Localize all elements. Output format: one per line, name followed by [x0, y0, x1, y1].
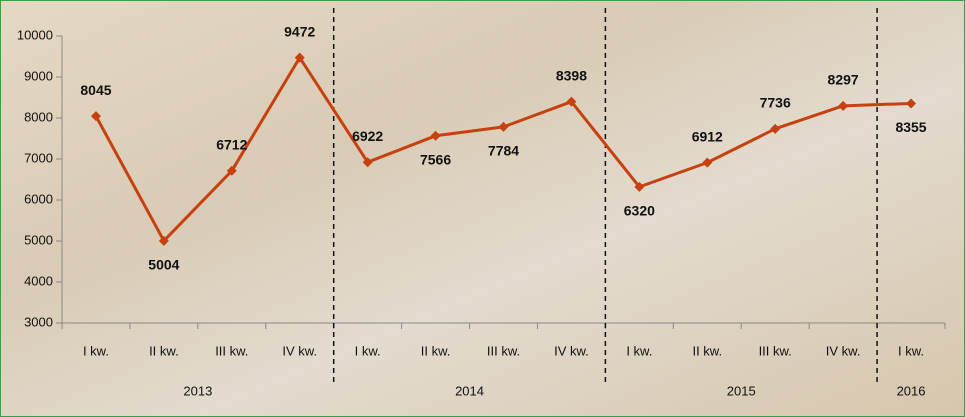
x-tick-label: II kw.: [421, 343, 451, 358]
data-label: 8398: [556, 67, 587, 83]
data-label: 7784: [488, 143, 519, 159]
data-label: 8297: [828, 72, 859, 88]
y-tick-label: 5000: [24, 232, 53, 247]
y-tick-label: 3000: [24, 314, 53, 329]
x-tick-label: I kw.: [898, 343, 924, 358]
y-tick-label: 8000: [24, 109, 53, 124]
x-tick-label: III kw.: [215, 343, 248, 358]
x-tick-label: III kw.: [487, 343, 520, 358]
x-tick-label: I kw.: [83, 343, 109, 358]
chart: 3000 4000 5000 6000 7000 8000 9000 10000 2013 201…: [0, 0, 965, 417]
group-label: 2013: [183, 383, 212, 398]
group-label: 2014: [455, 383, 484, 398]
y-tick-label: 9000: [24, 68, 53, 83]
y-tick-label: 7000: [24, 150, 53, 165]
data-label: 6712: [216, 137, 247, 153]
group-label: 2015: [727, 383, 756, 398]
x-tick-label: IV kw.: [554, 343, 589, 358]
x-tick-label: I kw.: [355, 343, 381, 358]
data-label: 5004: [148, 257, 179, 273]
y-tick-label: 10000: [17, 27, 53, 42]
group-label: 2016: [897, 383, 926, 398]
data-label: 7736: [760, 95, 791, 111]
data-label: 9472: [284, 23, 315, 39]
x-tick-label: I kw.: [626, 343, 652, 358]
x-tick-label: IV kw.: [282, 343, 317, 358]
x-tick-label: III kw.: [759, 343, 792, 358]
data-label: 6320: [624, 203, 655, 219]
x-tick-label: II kw.: [149, 343, 179, 358]
y-tick-label: 4000: [24, 273, 53, 288]
data-label: 8045: [80, 82, 111, 98]
x-tick-label: IV kw.: [826, 343, 861, 358]
x-tick-label: II kw.: [692, 343, 722, 358]
y-tick-label: 6000: [24, 191, 53, 206]
data-label: 6912: [692, 128, 723, 144]
data-label: 8355: [895, 119, 926, 135]
data-label: 7566: [420, 151, 451, 167]
data-label: 6922: [352, 128, 383, 144]
